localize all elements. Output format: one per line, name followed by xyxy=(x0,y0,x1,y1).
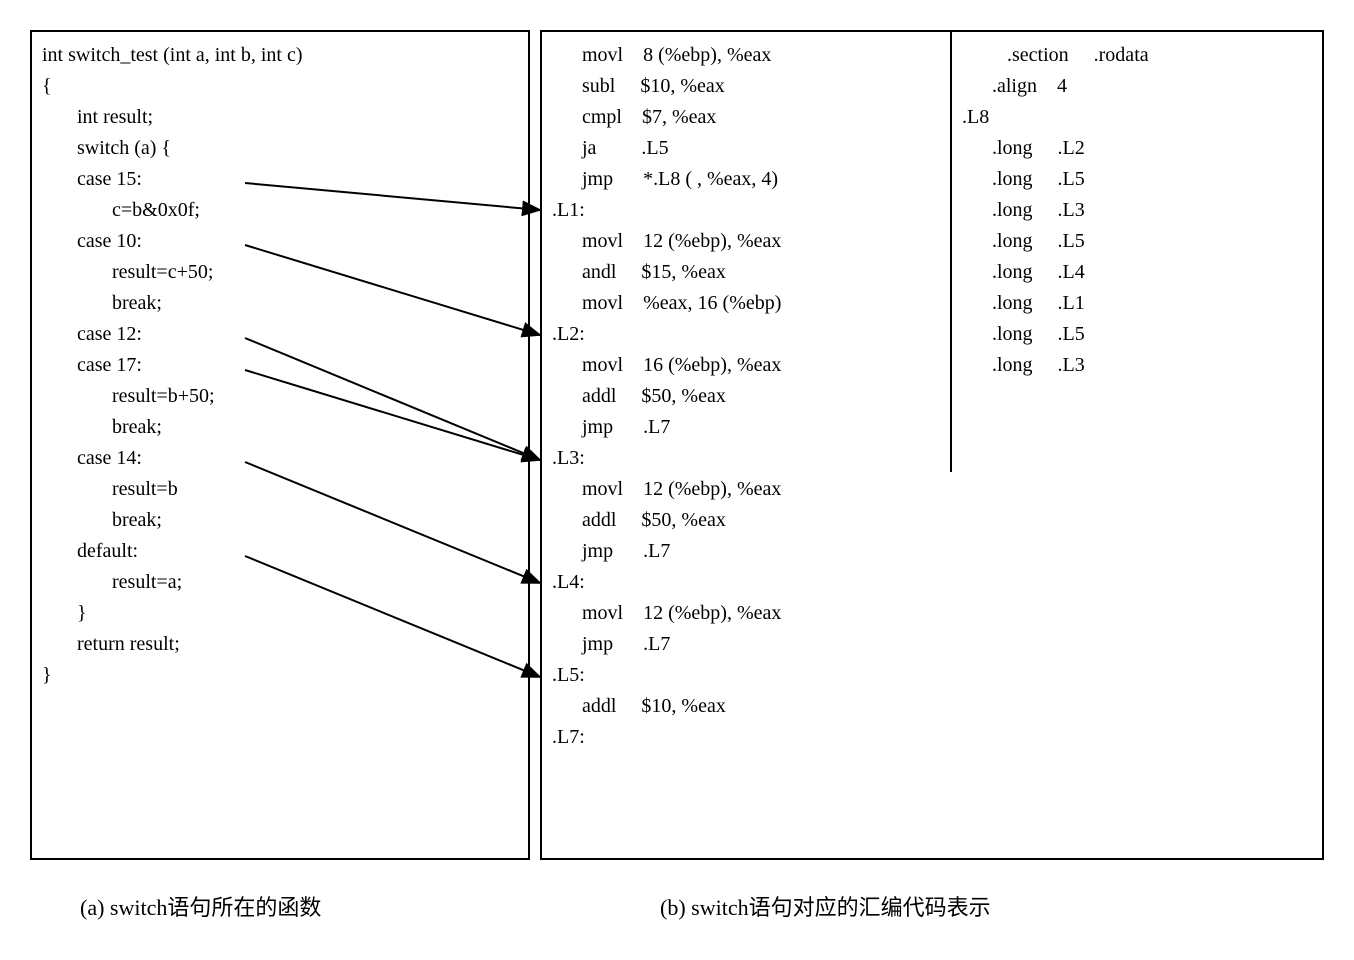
code-line: cmpl $7, %eax xyxy=(552,102,781,133)
code-line: result=a; xyxy=(42,567,518,598)
panel-a-box: int switch_test (int a, int b, int c){ i… xyxy=(30,30,530,860)
code-line: case 14: xyxy=(42,443,518,474)
code-line: addl $50, %eax xyxy=(552,505,781,536)
code-line: .long .L2 xyxy=(962,133,1149,164)
code-line: break; xyxy=(42,288,518,319)
code-line: result=b+50; xyxy=(42,381,518,412)
code-line: movl 12 (%ebp), %eax xyxy=(552,598,781,629)
code-line: .long .L5 xyxy=(962,319,1149,350)
code-line: .align 4 xyxy=(962,71,1149,102)
code-line: .long .L5 xyxy=(962,226,1149,257)
code-line: .long .L3 xyxy=(962,350,1149,381)
caption-b: (b) switch语句对应的汇编代码表示 xyxy=(660,890,991,922)
code-line: andl $15, %eax xyxy=(552,257,781,288)
code-line: .section .rodata xyxy=(962,40,1149,71)
code-line: result=c+50; xyxy=(42,257,518,288)
code-line: addl $10, %eax xyxy=(552,691,781,722)
diagram-wrapper: int switch_test (int a, int b, int c){ i… xyxy=(20,20,1334,940)
panel-a-code: int switch_test (int a, int b, int c){ i… xyxy=(42,40,518,691)
code-line: jmp .L7 xyxy=(552,629,781,660)
code-line: .L8 xyxy=(962,102,1149,133)
code-line: ja .L5 xyxy=(552,133,781,164)
panel-b-box: movl 8 (%ebp), %eax subl $10, %eax cmpl … xyxy=(540,30,1324,860)
code-line: movl 8 (%ebp), %eax xyxy=(552,40,781,71)
code-line: movl 16 (%ebp), %eax xyxy=(552,350,781,381)
code-line: case 17: xyxy=(42,350,518,381)
code-line: .L2: xyxy=(552,319,781,350)
code-line: jmp .L7 xyxy=(552,412,781,443)
panel-b-left-code: movl 8 (%ebp), %eax subl $10, %eax cmpl … xyxy=(552,40,781,753)
code-line: int result; xyxy=(42,102,518,133)
code-line: jmp *.L8 ( , %eax, 4) xyxy=(552,164,781,195)
caption-a: (a) switch语句所在的函数 xyxy=(80,890,321,922)
code-line: } xyxy=(42,660,518,691)
code-line: default: xyxy=(42,536,518,567)
code-line: .L3: xyxy=(552,443,781,474)
code-line: .L5: xyxy=(552,660,781,691)
code-line: result=b xyxy=(42,474,518,505)
inner-divider xyxy=(950,32,952,472)
code-line: case 10: xyxy=(42,226,518,257)
code-line: switch (a) { xyxy=(42,133,518,164)
code-line: .long .L5 xyxy=(962,164,1149,195)
code-line: .L4: xyxy=(552,567,781,598)
code-line: .L7: xyxy=(552,722,781,753)
code-line: } xyxy=(42,598,518,629)
code-line: { xyxy=(42,71,518,102)
code-line: movl %eax, 16 (%ebp) xyxy=(552,288,781,319)
code-line: case 15: xyxy=(42,164,518,195)
code-line: addl $50, %eax xyxy=(552,381,781,412)
code-line: jmp .L7 xyxy=(552,536,781,567)
code-line: .L1: xyxy=(552,195,781,226)
code-line: break; xyxy=(42,412,518,443)
code-line: case 12: xyxy=(42,319,518,350)
code-line: break; xyxy=(42,505,518,536)
code-line: .long .L1 xyxy=(962,288,1149,319)
code-line: .long .L4 xyxy=(962,257,1149,288)
code-line: movl 12 (%ebp), %eax xyxy=(552,226,781,257)
panel-b-right-code: .section .rodata .align 4.L8 .long .L2 .… xyxy=(962,40,1149,381)
code-line: .long .L3 xyxy=(962,195,1149,226)
code-line: movl 12 (%ebp), %eax xyxy=(552,474,781,505)
code-line: subl $10, %eax xyxy=(552,71,781,102)
code-line: return result; xyxy=(42,629,518,660)
code-line: int switch_test (int a, int b, int c) xyxy=(42,40,518,71)
code-line: c=b&0x0f; xyxy=(42,195,518,226)
